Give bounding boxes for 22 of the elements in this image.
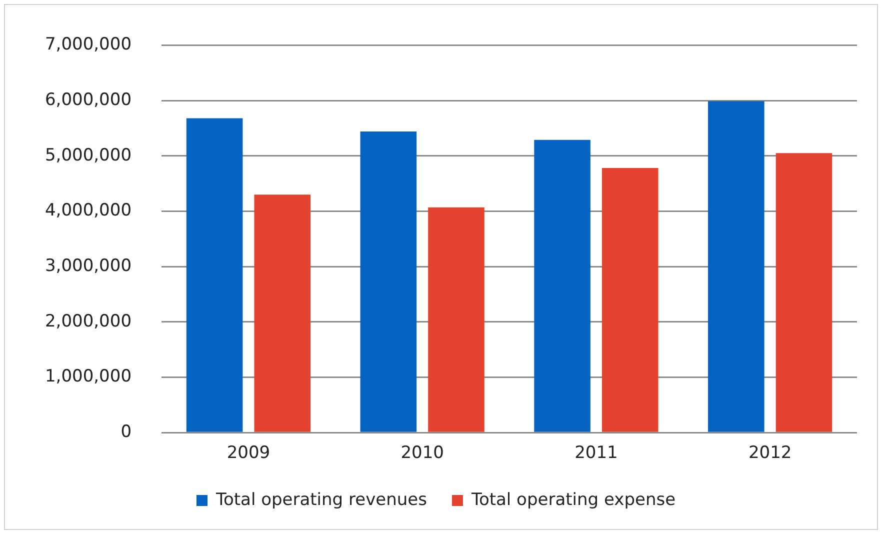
x-tick-label: 2010	[400, 443, 444, 464]
x-tick-label: 2011	[574, 443, 618, 464]
bar	[708, 101, 764, 432]
legend-label: Total operating revenues	[214, 490, 428, 510]
y-tick-label: 7,000,000	[44, 34, 132, 55]
bar	[534, 140, 590, 432]
y-tick-label: 1,000,000	[44, 366, 132, 387]
y-tick-label: 6,000,000	[44, 90, 132, 110]
y-tick-label: 4,000,000	[44, 200, 132, 221]
bar	[602, 168, 658, 432]
bar	[254, 194, 310, 432]
y-tick-label: 5,000,000	[44, 145, 132, 166]
x-tick-label: 2009	[226, 443, 270, 464]
x-tick-label: 2012	[748, 443, 792, 464]
bar	[186, 118, 243, 432]
bar	[428, 207, 484, 432]
bar	[360, 132, 417, 432]
bar	[776, 153, 832, 432]
y-tick-label: 3,000,000	[44, 256, 132, 276]
legend-label: Total operating expense	[470, 490, 676, 510]
y-tick-label: 2,000,000	[44, 311, 132, 332]
y-tick-label: 0	[120, 422, 132, 442]
